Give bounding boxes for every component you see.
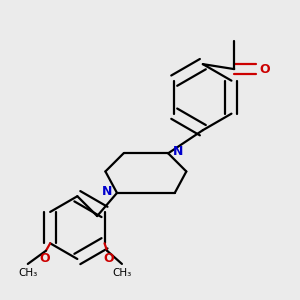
Text: O: O [39,252,50,266]
Text: O: O [103,252,114,266]
Text: N: N [172,145,183,158]
Text: O: O [260,63,270,76]
Text: N: N [102,185,113,198]
Text: CH₃: CH₃ [112,268,132,278]
Text: CH₃: CH₃ [18,268,38,278]
